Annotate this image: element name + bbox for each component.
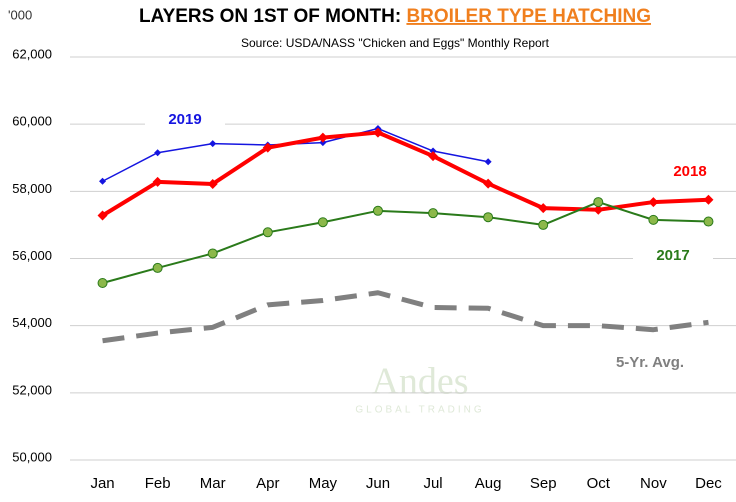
series-label: 2019 [168,111,201,128]
y-tick-label: 54,000 [12,315,52,330]
series-label: 2017 [656,247,689,264]
point [317,217,328,228]
point [372,127,383,138]
label-bg [145,109,225,131]
point [648,214,659,225]
point [593,204,604,215]
y-tick-label: 62,000 [12,46,52,61]
point [97,278,108,289]
label-bg [650,161,730,183]
x-tick-label: Feb [145,475,171,492]
x-tick-label: Apr [256,475,279,492]
point [154,149,162,157]
series-line [102,201,709,284]
label-bg [610,352,690,374]
subtitle: Source: USDA/NASS "Chicken and Eggs" Mon… [241,36,550,50]
point [262,142,273,153]
point [538,219,549,230]
title-highlight: BROILER TYPE HATCHING [406,6,651,27]
point [483,178,494,189]
point [317,132,328,143]
point [484,158,492,166]
point [648,197,659,208]
x-tick-label: Aug [475,475,502,492]
title-main: LAYERS ON 1ST OF MONTH: [139,6,406,27]
point [97,210,108,221]
point [703,194,714,205]
x-tick-label: Jan [90,475,114,492]
series-label: 2018 [673,163,706,180]
point [152,262,163,273]
y-unit: '000 [8,7,32,22]
point [428,151,439,162]
point [428,208,439,219]
series-label: 5-Yr. Avg. [616,354,684,371]
point [99,177,107,185]
x-tick-label: Oct [587,475,611,492]
y-tick-label: 52,000 [12,382,52,397]
point [593,197,604,208]
y-tick-label: 50,000 [12,449,52,464]
series-line [101,130,709,218]
x-tick-label: Dec [695,475,722,492]
point [152,176,163,187]
point [372,205,383,216]
y-tick-label: 60,000 [12,114,52,129]
point [207,178,218,189]
x-tick-label: Sep [530,475,557,492]
point [207,248,218,259]
x-tick-label: May [309,475,338,492]
y-tick-label: 58,000 [12,181,52,196]
point [262,227,273,238]
point [209,140,217,148]
watermark: GLOBAL TRADING [355,405,484,416]
x-tick-label: Jun [366,475,390,492]
x-tick-label: Mar [200,475,226,492]
y-tick-label: 56,000 [12,248,52,263]
series-line [102,290,709,344]
point [483,212,494,223]
point [429,147,437,155]
point [538,203,549,214]
chart-title: LAYERS ON 1ST OF MONTH: BROILER TYPE HAT… [139,6,651,27]
label-bg [633,245,713,267]
x-tick-label: Jul [423,475,442,492]
x-tick-label: Nov [640,475,667,492]
point [703,216,714,227]
point [319,139,327,147]
watermark: Andes [371,361,468,403]
